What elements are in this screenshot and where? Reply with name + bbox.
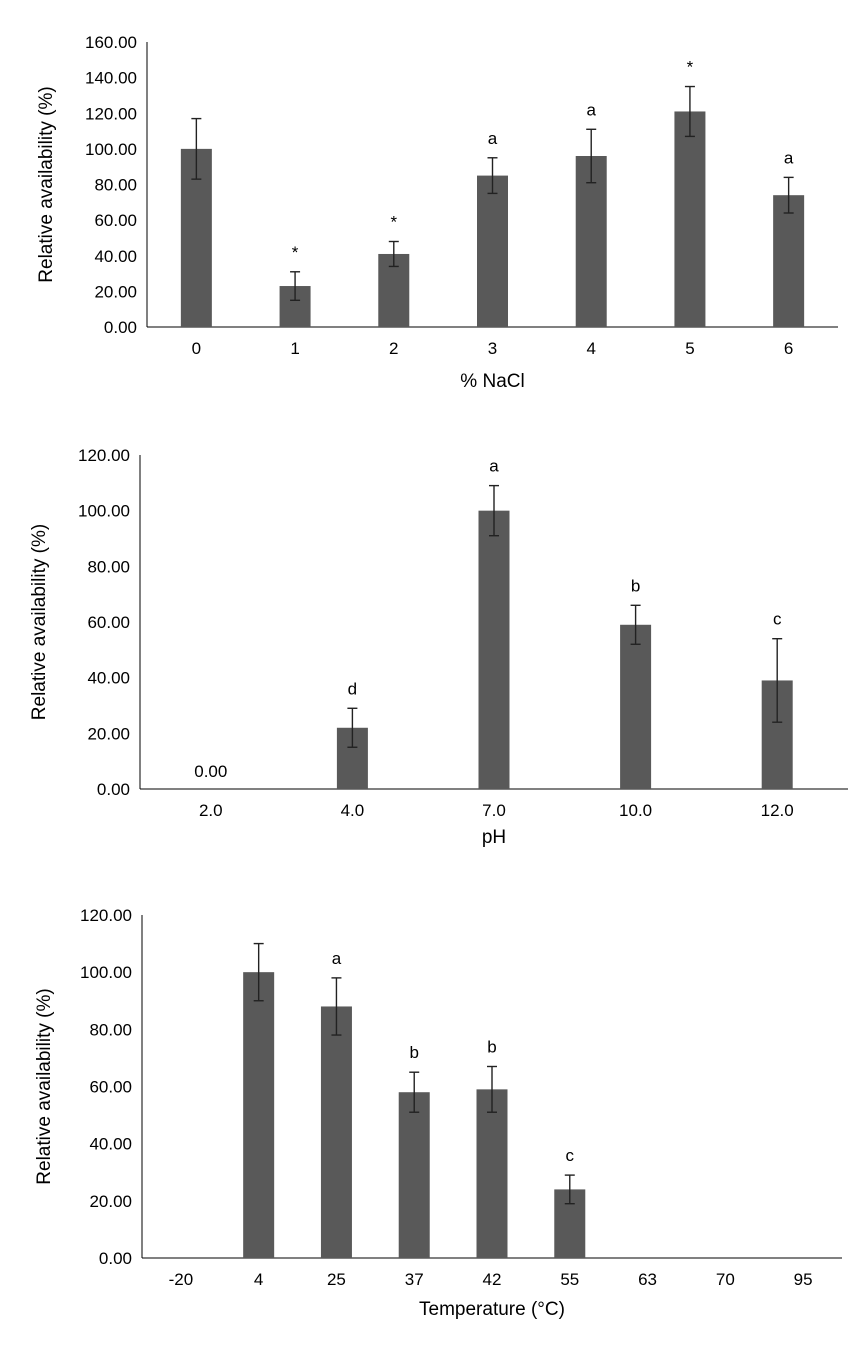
y-axis-title: Relative availability (%) bbox=[34, 988, 55, 1184]
temperature-chart: 0.00 20.00 40.00 60.00 80.00 100.00 120.00 -20 4… bbox=[34, 906, 842, 1320]
y-tick-label: 140.00 bbox=[85, 69, 137, 88]
x-tick-label: 12.0 bbox=[761, 801, 794, 820]
y-axis-title: Relative availability (%) bbox=[36, 86, 57, 282]
ph-chart: 0.00 20.00 40.00 60.00 80.00 100.00 120.00 0.00… bbox=[29, 446, 848, 848]
bar bbox=[243, 972, 275, 1258]
y-tick-label: 120.00 bbox=[78, 446, 130, 465]
x-tick-label: 42 bbox=[483, 1270, 502, 1289]
y-tick-label: 0.00 bbox=[99, 1249, 132, 1268]
y-tick-label: 120.00 bbox=[80, 906, 132, 925]
y-tick-label: 20.00 bbox=[89, 1192, 132, 1211]
x-tick-label: 25 bbox=[327, 1270, 346, 1289]
x-tick-label: 10.0 bbox=[619, 801, 652, 820]
y-tick-label: 60.00 bbox=[87, 613, 130, 632]
x-tick-label: 95 bbox=[794, 1270, 813, 1289]
x-tick-label: 70 bbox=[716, 1270, 735, 1289]
significance-label: a bbox=[586, 100, 596, 119]
bar bbox=[575, 156, 607, 327]
significance-label: * bbox=[687, 58, 694, 77]
significance-label: d bbox=[348, 679, 357, 698]
significance-label: b bbox=[409, 1043, 418, 1062]
x-tick-label: 4 bbox=[254, 1270, 263, 1289]
x-tick-label: 63 bbox=[638, 1270, 657, 1289]
significance-label: * bbox=[390, 213, 397, 232]
significance-label: c bbox=[773, 610, 782, 629]
bar bbox=[620, 624, 652, 789]
significance-label: c bbox=[566, 1146, 575, 1165]
significance-label: b bbox=[631, 576, 640, 595]
significance-label: a bbox=[784, 148, 794, 167]
bar bbox=[320, 1006, 352, 1258]
y-tick-label: 120.00 bbox=[85, 104, 137, 123]
bar bbox=[478, 510, 510, 789]
bar bbox=[477, 175, 508, 327]
significance-label: * bbox=[292, 243, 299, 262]
y-axis-title: Relative availability (%) bbox=[29, 524, 50, 720]
y-tick-label: 0.00 bbox=[97, 780, 130, 799]
x-tick-label: 3 bbox=[488, 339, 497, 358]
y-tick-label: 0.00 bbox=[104, 318, 137, 337]
x-tick-label: 0 bbox=[192, 339, 201, 358]
x-axis-title: % NaCl bbox=[460, 371, 524, 392]
significance-label: a bbox=[489, 457, 499, 476]
x-tick-label: 2 bbox=[389, 339, 398, 358]
bar bbox=[476, 1089, 508, 1258]
significance-label: a bbox=[488, 129, 498, 148]
y-tick-label: 160.00 bbox=[85, 33, 137, 52]
y-tick-label: 20.00 bbox=[94, 282, 137, 301]
x-axis-title: pH bbox=[482, 827, 506, 848]
bar bbox=[674, 111, 706, 327]
y-tick-label: 100.00 bbox=[85, 140, 137, 159]
x-tick-label: 37 bbox=[405, 1270, 424, 1289]
x-tick-label: 55 bbox=[560, 1270, 579, 1289]
x-tick-label: 2.0 bbox=[199, 801, 223, 820]
data-label: 0.00 bbox=[194, 762, 227, 781]
bar bbox=[773, 195, 805, 327]
y-tick-label: 80.00 bbox=[87, 557, 130, 576]
y-tick-label: 80.00 bbox=[89, 1020, 132, 1039]
x-tick-label: -20 bbox=[169, 1270, 194, 1289]
x-tick-label: 1 bbox=[290, 339, 299, 358]
x-tick-label: 6 bbox=[784, 339, 793, 358]
x-tick-label: 4.0 bbox=[341, 801, 365, 820]
y-tick-label: 80.00 bbox=[94, 176, 137, 195]
y-tick-label: 60.00 bbox=[89, 1078, 132, 1097]
significance-label: a bbox=[332, 949, 342, 968]
y-tick-label: 40.00 bbox=[87, 669, 130, 688]
significance-label: b bbox=[487, 1037, 496, 1056]
x-tick-label: 7.0 bbox=[482, 801, 506, 820]
bar bbox=[398, 1092, 430, 1258]
nacl-chart: 0.00 20.00 40.00 60.00 80.00 100.00 120.00 140.… bbox=[36, 33, 838, 392]
y-tick-label: 40.00 bbox=[89, 1135, 132, 1154]
y-tick-label: 100.00 bbox=[78, 502, 130, 521]
y-tick-label: 100.00 bbox=[80, 963, 132, 982]
x-tick-label: 5 bbox=[685, 339, 694, 358]
y-tick-label: 60.00 bbox=[94, 211, 137, 230]
y-tick-label: 20.00 bbox=[87, 724, 130, 743]
y-tick-label: 40.00 bbox=[94, 247, 137, 266]
x-axis-title: Temperature (°C) bbox=[419, 1299, 565, 1320]
x-tick-label: 4 bbox=[586, 339, 595, 358]
